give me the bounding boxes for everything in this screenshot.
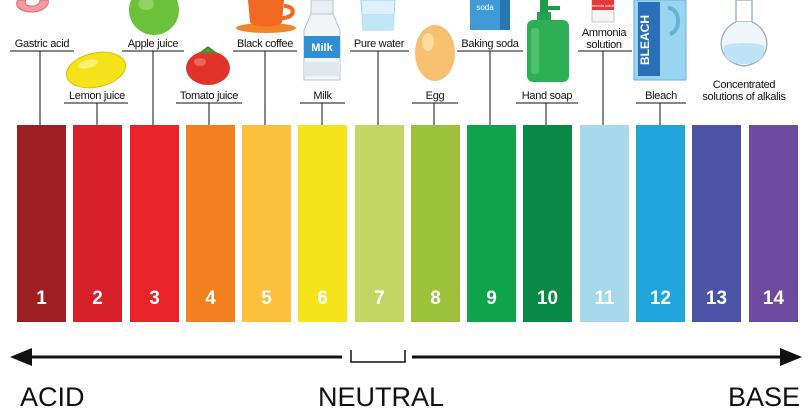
- ammonia-bottle-icon: [591, 0, 615, 23]
- label-lemon-juice: Lemon juice: [68, 90, 125, 102]
- ph-bar-3: 3: [130, 125, 179, 322]
- bleach-bottle-icon: [633, 0, 687, 81]
- ph-bar-number: 13: [705, 288, 728, 309]
- stomach-icon: [16, 0, 49, 13]
- ph-bar-number: 2: [92, 288, 103, 309]
- ph-bar-number: 1: [36, 288, 47, 309]
- apple-icon: [129, 0, 179, 35]
- ph-bar-number: 6: [317, 288, 328, 309]
- baking-soda-box-text: soda: [476, 3, 494, 12]
- ph-bar-7: 7: [355, 125, 404, 322]
- ph-bar-number: 5: [261, 288, 272, 309]
- label-egg: Egg: [425, 90, 445, 102]
- label-milk: Milk: [313, 90, 332, 102]
- ph-bar-1: 1: [17, 125, 66, 322]
- ph-bar-14: 14: [749, 125, 798, 322]
- ph-bar-number: 4: [205, 288, 216, 309]
- ph-bar-8: 8: [411, 125, 460, 322]
- label-pure-water: Pure water: [353, 38, 405, 50]
- neutral-label: NEUTRAL: [318, 382, 445, 412]
- ph-bar-4: 4: [186, 125, 235, 322]
- ph-bar-5: 5: [242, 125, 291, 322]
- flask-icon: [720, 0, 768, 67]
- coffee-cup-icon: [236, 0, 296, 33]
- leader-lines: [10, 50, 686, 128]
- ph-bar-number: 12: [649, 288, 672, 309]
- neutral-bracket: [350, 350, 406, 363]
- ph-bar-2: 2: [73, 125, 122, 322]
- label-hand-soap: Hand soap: [521, 90, 573, 102]
- ph-bar-number: 8: [430, 288, 441, 309]
- base-label: BASE: [728, 382, 801, 412]
- acid-label: ACID: [20, 382, 85, 412]
- label-gastric-acid: Gastric acid: [14, 38, 70, 50]
- ph-bar-6: 6: [298, 125, 347, 322]
- egg-icon: [415, 25, 455, 81]
- ph-bar-number: 3: [149, 288, 160, 309]
- ph-bar-number: 14: [762, 288, 785, 309]
- lemon-icon: [65, 51, 127, 89]
- ph-bar-9: 9: [467, 125, 516, 322]
- label-concentrated-alkalis: Concentrated solutions of alkalis: [702, 79, 786, 103]
- label-black-coffee: Black coffee: [236, 38, 294, 50]
- label-apple-juice: Apple juice: [127, 38, 179, 50]
- water-glass-icon: [360, 0, 396, 31]
- milk-bottle-icon: [303, 0, 341, 81]
- soap-dispenser-icon: [527, 0, 569, 82]
- base-arrowhead: [780, 348, 802, 366]
- acid-arrowhead: [10, 348, 32, 366]
- milk-bottle-text: Milk: [311, 42, 333, 54]
- baking-soda-box-icon: [470, 0, 510, 30]
- ph-bar-number: 11: [594, 288, 615, 309]
- ph-bar-number: 9: [486, 288, 497, 309]
- ph-axis: [10, 348, 802, 366]
- label-ammonia-solution: Ammonia solution: [581, 27, 627, 51]
- ph-bar-number: 10: [536, 288, 559, 309]
- label-bleach: Bleach: [645, 90, 677, 102]
- ph-bar-number: 7: [374, 288, 385, 309]
- ammonia-bottle-text: Ammonia solution: [587, 3, 619, 8]
- ph-bar-10: 10: [523, 125, 572, 322]
- label-baking-soda: Baking soda: [461, 38, 519, 50]
- ph-bar-13: 13: [692, 125, 741, 322]
- label-tomato-juice: Tomato juice: [179, 90, 239, 102]
- tomato-icon: [186, 46, 230, 85]
- ph-bar-12: 12: [636, 125, 685, 322]
- bleach-bottle-text: BLEACH: [638, 15, 652, 65]
- ph-bar-11: 11: [580, 125, 629, 322]
